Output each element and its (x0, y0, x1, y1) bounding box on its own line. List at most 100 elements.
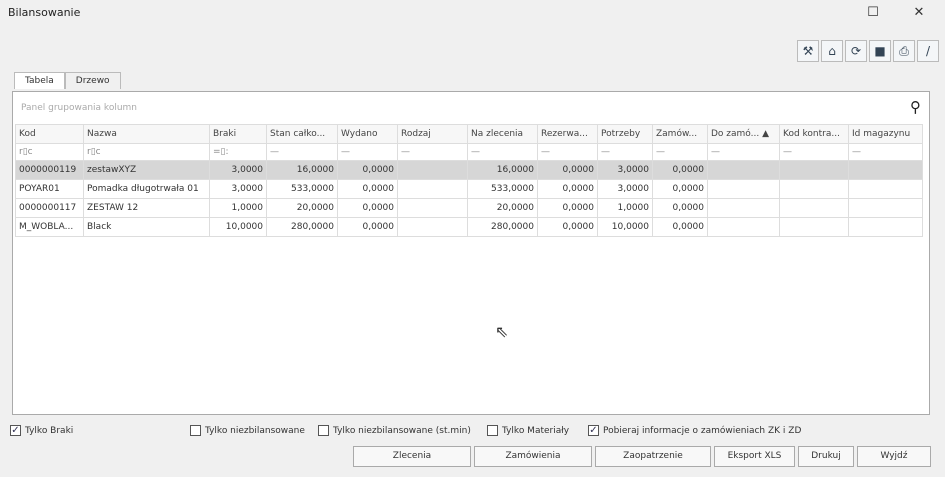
table-cell (397, 179, 468, 199)
checkbox[interactable] (487, 425, 498, 436)
checkbox-label: Tylko Braki (25, 425, 74, 436)
table-cell (397, 198, 468, 218)
table-row[interactable]: 0000000117 ZESTAW 12 1,0000 20,0000 0,0000 20… (15, 198, 923, 218)
filter-cell[interactable]: — (397, 143, 468, 161)
column-header[interactable]: Kod kontra... (779, 124, 849, 144)
tools-icon[interactable]: ⚒ (797, 40, 819, 62)
column-header[interactable]: Kod (15, 124, 84, 144)
tab-tabela[interactable]: Tabela (14, 72, 65, 89)
column-header[interactable]: Stan całko... (266, 124, 338, 144)
close-button[interactable]: ✕ (913, 5, 925, 20)
data-grid: Kod Nazwa Braki Stan całko... Wydano Rodzaj Na… (15, 124, 923, 237)
filter-cell[interactable]: — (337, 143, 398, 161)
column-header[interactable]: Do zamó... ▲ (707, 124, 780, 144)
checkbox-option[interactable]: Tylko Materiały (487, 425, 569, 436)
table-cell: 280,0000 (266, 217, 338, 237)
table-cell: 0,0000 (652, 198, 708, 218)
table-cell: 3,0000 (209, 179, 267, 199)
checkbox-option[interactable]: Tylko niezbilansowane (190, 425, 305, 436)
toolbar: ⚒ ⌂ ⟳ ■ ⎙ / (797, 40, 939, 62)
checkbox-option[interactable]: Tylko niezbilansowane (st.min) (318, 425, 471, 436)
table-cell: 3,0000 (597, 160, 653, 180)
button-2[interactable]: Zaopatrzenie (595, 446, 711, 467)
table-cell: 16,0000 (467, 160, 538, 180)
button-5[interactable]: Wyjdź (857, 446, 931, 467)
column-header[interactable]: Id magazynu (848, 124, 923, 144)
table-cell: 20,0000 (266, 198, 338, 218)
maximize-button[interactable]: ☐ (867, 5, 879, 20)
tab-drzewo[interactable]: Drzewo (64, 72, 121, 89)
column-header[interactable]: Nazwa (83, 124, 210, 144)
filter-cell[interactable]: — (652, 143, 708, 161)
table-cell: Pomadka długotrwała 01 (83, 179, 210, 199)
table-cell: M_WOBLA... (15, 217, 84, 237)
checkbox-label: Pobieraj informacje o zamówieniach ZK i … (603, 425, 802, 436)
table-cell (707, 217, 780, 237)
table-cell: 1,0000 (597, 198, 653, 218)
filter-cell[interactable]: — (467, 143, 538, 161)
filter-cell[interactable]: — (779, 143, 849, 161)
button-0[interactable]: Zlecenia (353, 446, 471, 467)
table-cell (848, 217, 923, 237)
table-cell: 0,0000 (537, 217, 598, 237)
checkbox-option[interactable]: ✓ Tylko Braki (10, 425, 73, 436)
filter-cell[interactable]: r▯c (15, 143, 84, 161)
table-cell: 0,0000 (537, 198, 598, 218)
search-icon[interactable]: ⚲ (910, 98, 921, 116)
button-1[interactable]: Zamówienia (474, 446, 592, 467)
filter-cell[interactable]: — (597, 143, 653, 161)
table-cell: 0,0000 (537, 179, 598, 199)
table-cell: 16,0000 (266, 160, 338, 180)
table-row[interactable]: 0000000119 zestawXYZ 3,0000 16,0000 0,0000 16… (15, 160, 923, 180)
checkbox[interactable] (190, 425, 201, 436)
checkbox-label: Tylko niezbilansowane (st.min) (333, 425, 471, 436)
checkbox-label: Tylko Materiały (502, 425, 570, 436)
table-cell: 1,0000 (209, 198, 267, 218)
filter-cell[interactable]: — (266, 143, 338, 161)
button-4[interactable]: Drukuj (798, 446, 854, 467)
table-cell (707, 198, 780, 218)
table-cell: 0,0000 (337, 160, 398, 180)
filter-cell[interactable]: =▯: (209, 143, 267, 161)
table-row[interactable]: M_WOBLA... Black 10,0000 280,0000 0,0000 280,… (15, 217, 923, 237)
table-cell: 0,0000 (652, 179, 708, 199)
table-cell (779, 198, 849, 218)
table-cell (779, 160, 849, 180)
filter-cell[interactable]: — (848, 143, 923, 161)
refresh-icon[interactable]: ⟳ (845, 40, 867, 62)
column-header[interactable]: Na zlecenia (467, 124, 538, 144)
table-cell: 533,0000 (266, 179, 338, 199)
filter-cell[interactable]: — (707, 143, 780, 161)
checkbox-label: Tylko niezbilansowane (205, 425, 305, 436)
filter-cell[interactable]: r▯c (83, 143, 210, 161)
table-cell: 0,0000 (337, 179, 398, 199)
column-header[interactable]: Wydano (337, 124, 398, 144)
column-header[interactable]: Potrzeby (597, 124, 653, 144)
table-cell: 0000000117 (15, 198, 84, 218)
checkbox[interactable]: ✓ (10, 425, 21, 436)
table-cell: 0,0000 (652, 160, 708, 180)
table-cell (397, 217, 468, 237)
column-header[interactable]: Zamów... (652, 124, 708, 144)
window-title: Bilansowanie (8, 6, 81, 19)
column-header[interactable]: Rodzaj (397, 124, 468, 144)
table-cell: 10,0000 (597, 217, 653, 237)
group-panel[interactable]: Panel grupowania kolumn (21, 103, 138, 113)
table-cell: 10,0000 (209, 217, 267, 237)
table-row[interactable]: POYAR01 Pomadka długotrwała 01 3,0000 533,0… (15, 179, 923, 199)
home-icon[interactable]: ⌂ (821, 40, 843, 62)
filter-cell[interactable]: — (537, 143, 598, 161)
checkbox-option[interactable]: ✓ Pobieraj informacje o zamówieniach ZK i… (588, 425, 801, 436)
checkbox[interactable] (318, 425, 329, 436)
edit-icon[interactable]: / (917, 40, 939, 62)
save-icon[interactable]: ■ (869, 40, 891, 62)
print-icon[interactable]: ⎙ (893, 40, 915, 62)
column-header[interactable]: Braki (209, 124, 267, 144)
table-cell: 3,0000 (597, 179, 653, 199)
checkbox[interactable]: ✓ (588, 425, 599, 436)
column-header[interactable]: Rezerwa... (537, 124, 598, 144)
button-3[interactable]: Eksport XLS (714, 446, 795, 467)
table-cell (779, 179, 849, 199)
table-cell: 533,0000 (467, 179, 538, 199)
table-cell: 0,0000 (337, 198, 398, 218)
